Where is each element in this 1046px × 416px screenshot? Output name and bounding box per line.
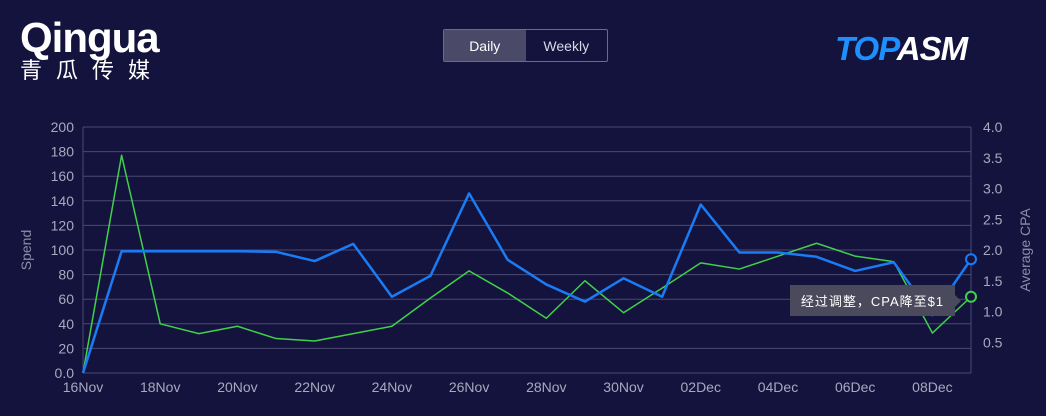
logo-part2: ASM xyxy=(896,30,968,67)
x-tick-label: 28Nov xyxy=(526,379,566,395)
logo-part1: TOP xyxy=(835,30,898,67)
spend-end-point xyxy=(965,253,977,266)
y-tick-label: 0.0 xyxy=(55,365,75,381)
x-tick-label: 22Nov xyxy=(294,379,334,395)
daily-button[interactable]: Daily xyxy=(444,30,526,61)
y2-tick-label: 1.0 xyxy=(983,304,1003,320)
y-tick-label: 140 xyxy=(51,193,75,209)
y2-tick-label: 3.0 xyxy=(983,181,1003,197)
spend-series-line xyxy=(81,192,973,374)
cpa-series-line xyxy=(82,154,972,374)
x-tick-label: 16Nov xyxy=(63,379,103,395)
annotation-tooltip: 经过调整，CPA降至$1 xyxy=(790,285,961,316)
x-tick-label: 04Dec xyxy=(758,379,798,395)
watermark-cn: 青瓜传媒 xyxy=(20,58,165,83)
watermark: Qingua 青瓜传媒 xyxy=(20,14,165,84)
x-tick-label: 02Dec xyxy=(681,379,721,395)
y-tick-label: 80 xyxy=(58,267,74,283)
x-tick-label: 30Nov xyxy=(603,379,643,395)
y-axis-title: Spend xyxy=(18,230,34,270)
x-tick-label: 06Dec xyxy=(835,379,875,395)
y2-tick-label: 0.5 xyxy=(983,334,1003,350)
y2-tick-label: 3.5 xyxy=(983,150,1003,166)
y-tick-label: 100 xyxy=(51,242,75,258)
x-tick-label: 20Nov xyxy=(217,379,257,395)
period-toggle: Daily Weekly xyxy=(443,29,608,62)
x-tick-label: 18Nov xyxy=(140,379,180,395)
y2-axis-title: Average CPA xyxy=(1017,208,1033,292)
y-tick-label: 200 xyxy=(51,119,75,135)
y-tick-label: 120 xyxy=(51,217,75,233)
y-tick-label: 20 xyxy=(58,340,74,356)
y2-tick-label: 4.0 xyxy=(983,119,1003,135)
y-tick-label: 40 xyxy=(58,316,74,332)
y2-tick-label: 1.5 xyxy=(983,273,1003,289)
y-tick-label: 160 xyxy=(51,168,75,184)
topasm-logo: TOPASM xyxy=(835,30,968,68)
y-tick-label: 60 xyxy=(58,291,74,307)
y2-tick-label: 2.0 xyxy=(983,242,1003,258)
weekly-button[interactable]: Weekly xyxy=(543,37,590,54)
x-tick-label: 26Nov xyxy=(449,379,489,395)
x-tick-label: 24Nov xyxy=(372,379,412,395)
y2-tick-label: 2.5 xyxy=(983,211,1003,227)
x-tick-label: 08Dec xyxy=(912,379,952,395)
watermark-en: Qingua xyxy=(20,14,160,61)
y-tick-label: 180 xyxy=(51,144,75,160)
cpa-end-point xyxy=(965,290,977,303)
